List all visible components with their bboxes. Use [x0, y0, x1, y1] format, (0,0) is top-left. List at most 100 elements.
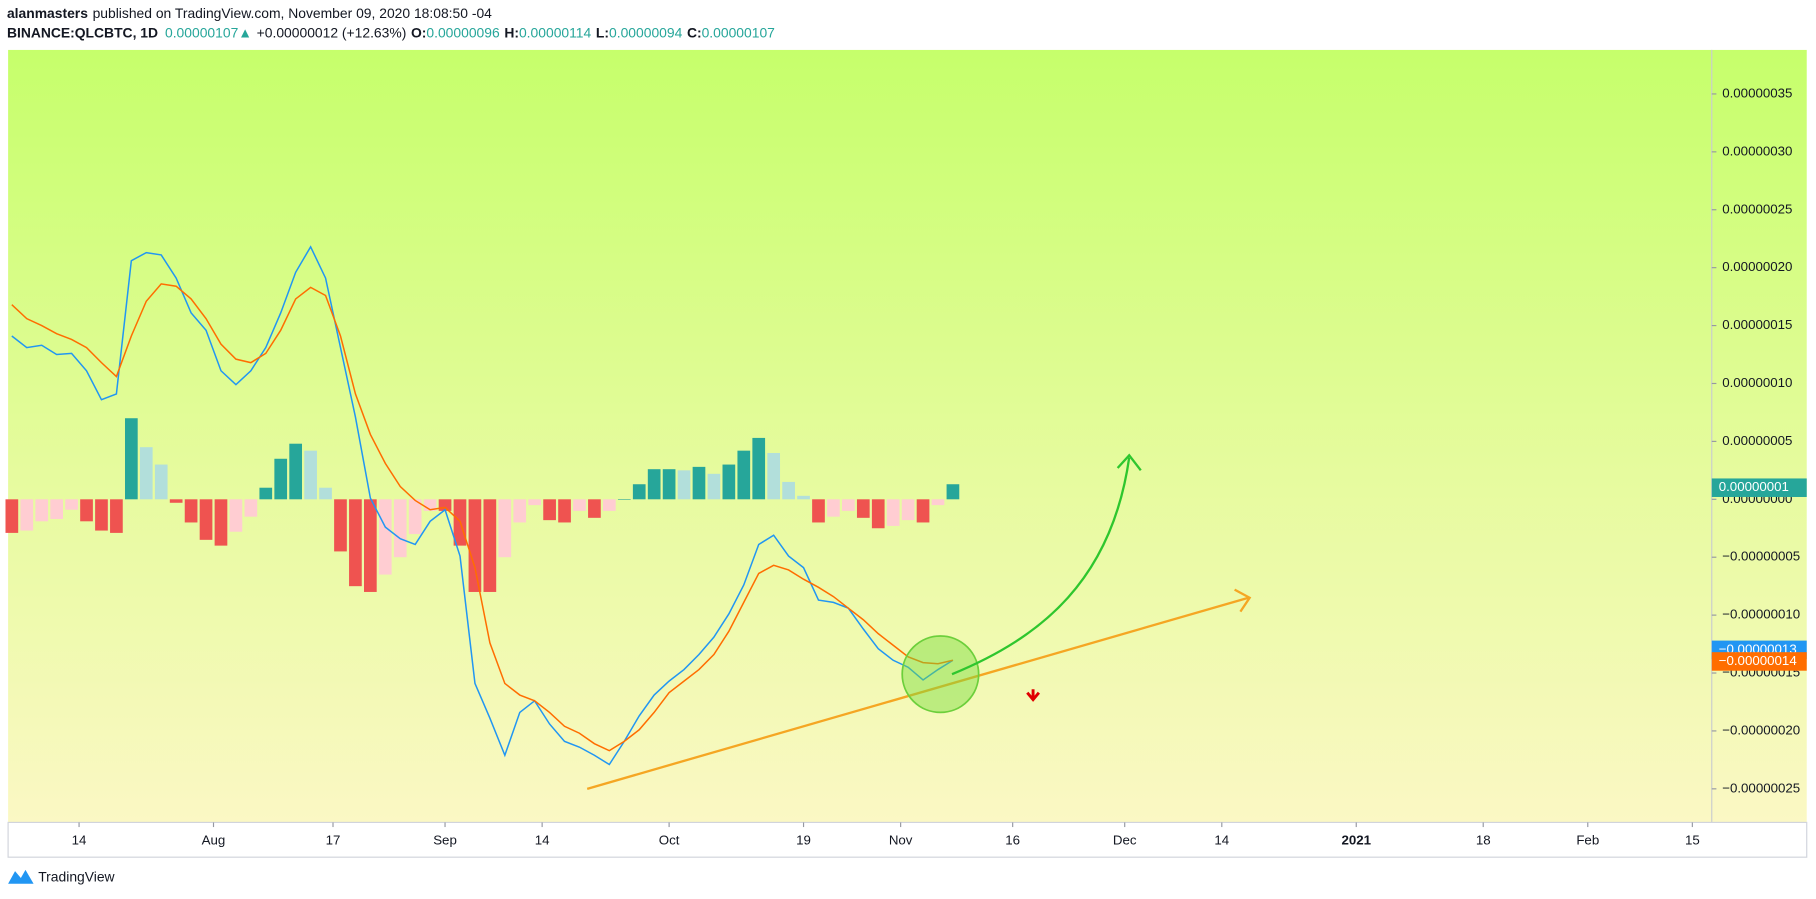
histogram-bar: [513, 499, 527, 523]
x-tick-label: 14: [535, 832, 550, 847]
histogram-bar: [677, 470, 691, 500]
up-arrowhead: [1116, 453, 1142, 472]
histogram-bar: [588, 499, 601, 518]
change: +0.00000012 (+12.63%): [257, 24, 407, 40]
plot: [5, 93, 1717, 828]
author: alanmasters: [7, 5, 88, 21]
series-line: [11, 283, 954, 752]
x-tick-label: 15: [1685, 832, 1700, 847]
x-tick-label: Feb: [1576, 832, 1599, 847]
histogram-bar: [199, 499, 213, 540]
histogram-bar: [662, 469, 676, 500]
histogram-bar: [827, 499, 840, 517]
histogram-bar: [304, 450, 317, 500]
plot-background: [8, 49, 1807, 823]
x-tick-label: Sep: [433, 832, 457, 847]
histogram-bar: [886, 499, 900, 526]
histogram-bar: [946, 484, 960, 500]
header-line-1: alanmasters published on TradingView.com,…: [7, 5, 492, 21]
y-tick-label: 0.00000035: [1722, 85, 1792, 100]
histogram-bar: [124, 418, 138, 500]
histogram-bar: [617, 499, 631, 500]
series-line: [11, 245, 954, 766]
logo-icon: [8, 869, 34, 884]
histogram-bar: [5, 499, 19, 533]
x-tick-label: 14: [1214, 832, 1229, 847]
y-tick-label: 0.00000025: [1722, 201, 1792, 216]
histogram-bar: [50, 499, 64, 519]
x-tick-label: 2021: [1341, 832, 1371, 847]
y-tick-label: −0.00000025: [1722, 780, 1800, 795]
header-line-2: BINANCE:QLCBTC, 1D 0.00000107▲ +0.00000012…: [7, 24, 775, 40]
histogram-bar: [752, 437, 766, 500]
ohlc-value: 0.00000107: [702, 24, 776, 40]
down-marker: [1026, 689, 1040, 702]
histogram-bar: [632, 484, 646, 500]
histogram-bar: [95, 499, 108, 531]
histogram-bar: [931, 499, 945, 506]
histogram-bar: [797, 495, 810, 500]
histogram-bar: [707, 473, 721, 500]
histogram-bar: [647, 469, 661, 500]
time-axis: [7, 821, 1808, 858]
ohlc-value: 0.00000114: [519, 24, 592, 40]
x-tick-label: Aug: [202, 832, 226, 847]
published: published on TradingView.com, November 0…: [93, 5, 493, 21]
y-tick-label: 0.00000030: [1722, 143, 1792, 158]
last-value-label: 0.00000001: [1719, 479, 1789, 494]
histogram-bar: [558, 499, 571, 523]
histogram-bar: [483, 499, 497, 592]
histogram-bar: [423, 499, 437, 511]
ohlc-label: O:: [411, 24, 426, 40]
trend-line: [586, 596, 1249, 790]
last-value-box: [1711, 652, 1807, 671]
histogram-bar: [916, 499, 930, 523]
histogram-bar: [364, 499, 377, 592]
histogram-bar: [498, 499, 512, 558]
y-tick-label: 0.00000005: [1722, 433, 1792, 448]
y-tick-label: 0.00000015: [1722, 317, 1792, 332]
histogram-bar: [214, 499, 228, 546]
histogram-bar: [603, 499, 616, 511]
histogram-bar: [767, 452, 781, 500]
change-arrow: ▲: [238, 24, 252, 40]
x-tick-label: 19: [796, 832, 811, 847]
histogram-bar: [722, 464, 736, 500]
histogram-bar: [468, 499, 482, 592]
histogram-bar: [812, 499, 825, 523]
price: 0.00000107: [165, 24, 239, 40]
x-tick-label: 16: [1005, 832, 1020, 847]
histogram-bar: [319, 487, 332, 500]
histogram-bar: [35, 499, 49, 522]
histogram-bar: [334, 499, 347, 552]
x-tick-label: Dec: [1113, 832, 1137, 847]
ohlc-label: C:: [687, 24, 702, 40]
histogram-bar: [543, 499, 556, 521]
histogram-bar: [573, 499, 586, 511]
trend-arrowhead: [1234, 588, 1252, 613]
histogram-bar: [528, 499, 542, 506]
histogram-bar: [737, 450, 751, 500]
histogram-bar: [901, 499, 915, 521]
histogram-bar: [110, 499, 123, 533]
ohlc-label: H:: [504, 24, 519, 40]
x-tick-label: 17: [326, 832, 341, 847]
ohlc-value: 0.00000094: [609, 24, 683, 40]
y-tick-label: −0.00000005: [1722, 549, 1800, 564]
histogram-bar: [349, 499, 362, 587]
histogram-bar: [154, 464, 168, 500]
y-tick-label: 0.00000020: [1722, 259, 1792, 274]
histogram-bar: [169, 499, 183, 503]
y-tick-label: −0.00000010: [1722, 607, 1800, 622]
histogram-bar: [692, 466, 706, 500]
histogram-bar: [289, 443, 303, 500]
histogram-bar: [65, 499, 78, 510]
x-tick-label: Oct: [659, 832, 680, 847]
histogram-bar: [244, 499, 258, 517]
histogram-bar: [438, 499, 452, 511]
ohlc-label: L:: [596, 24, 609, 40]
histogram-bar: [184, 499, 198, 523]
histogram-bar: [80, 499, 93, 522]
